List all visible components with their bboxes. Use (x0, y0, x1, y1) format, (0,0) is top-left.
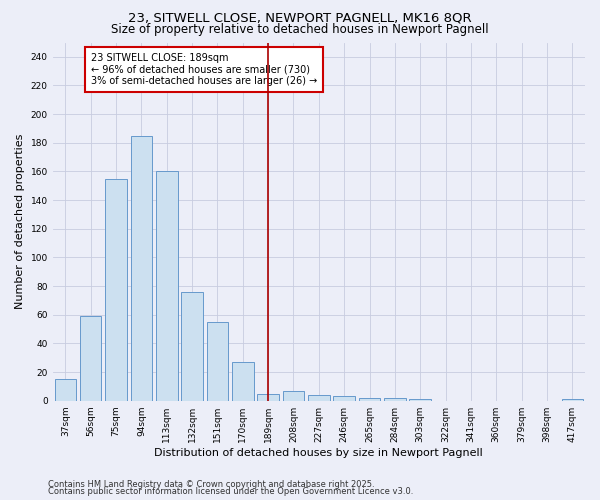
Bar (105, 178, 127, 400)
Bar (181, 292, 203, 401)
Bar (384, 398, 406, 400)
Bar (334, 396, 355, 400)
Text: 23 SITWELL CLOSE: 189sqm
← 96% of detached houses are smaller (730)
3% of semi-d: 23 SITWELL CLOSE: 189sqm ← 96% of detach… (91, 52, 317, 86)
Bar (156, 172, 178, 400)
Text: Contains public sector information licensed under the Open Government Licence v3: Contains public sector information licen… (48, 487, 413, 496)
Bar (257, 394, 279, 400)
Text: 23, SITWELL CLOSE, NEWPORT PAGNELL, MK16 8QR: 23, SITWELL CLOSE, NEWPORT PAGNELL, MK16… (128, 12, 472, 24)
Text: Contains HM Land Registry data © Crown copyright and database right 2025.: Contains HM Land Registry data © Crown c… (48, 480, 374, 489)
Bar (131, 136, 152, 400)
Bar (80, 316, 101, 400)
Text: Size of property relative to detached houses in Newport Pagnell: Size of property relative to detached ho… (111, 22, 489, 36)
Y-axis label: Number of detached properties: Number of detached properties (15, 134, 25, 310)
Bar (206, 322, 228, 400)
Bar (283, 390, 304, 400)
Bar (359, 398, 380, 400)
Bar (55, 379, 76, 400)
Bar (308, 395, 329, 400)
X-axis label: Distribution of detached houses by size in Newport Pagnell: Distribution of detached houses by size … (154, 448, 483, 458)
Bar (232, 362, 254, 401)
